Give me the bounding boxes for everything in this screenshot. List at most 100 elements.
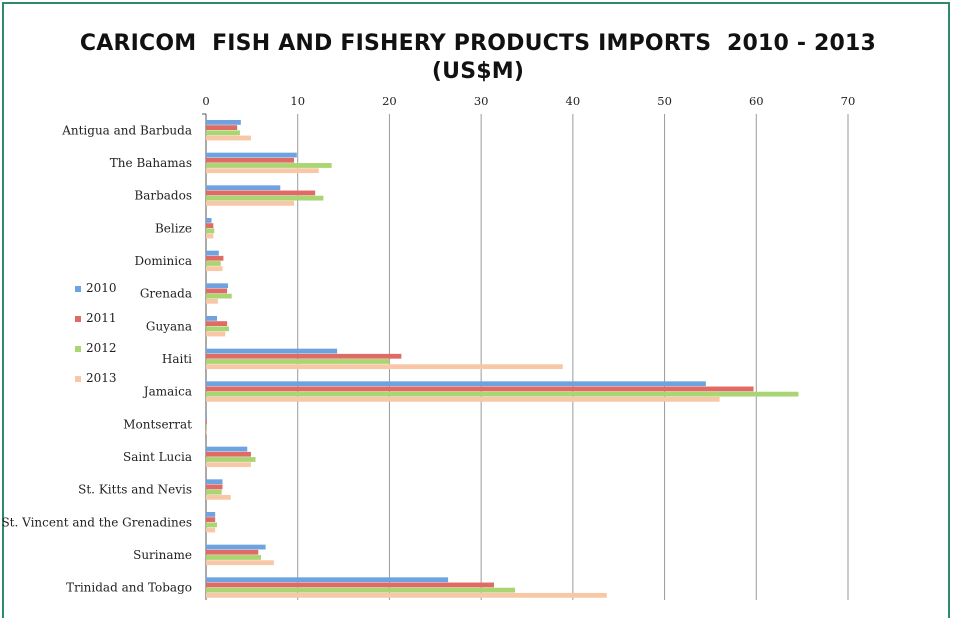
bar-2010 [206, 446, 248, 452]
bar-2010 [206, 185, 281, 191]
bar-2010 [206, 479, 223, 485]
bar-2012 [206, 359, 390, 364]
bar-2013 [206, 135, 251, 141]
category-label: Guyana [146, 319, 192, 333]
legend-label: 2012 [86, 341, 117, 355]
bar-2012 [206, 228, 215, 234]
bar-2013 [206, 527, 216, 533]
x-tick-label: 0 [202, 94, 209, 108]
bar-2011 [206, 419, 207, 424]
bar-2011 [206, 255, 224, 261]
bar-2013 [206, 462, 251, 468]
bar-2010 [206, 544, 266, 550]
legend: 2010 2011 2012 2013 [75, 281, 117, 385]
bar-2012 [206, 522, 218, 528]
category-label: Antigua and Barbuda [61, 123, 192, 137]
bar-2012 [206, 293, 232, 299]
bar-2010 [206, 414, 207, 419]
bar-2010 [206, 152, 297, 158]
bar-2013 [206, 592, 607, 598]
category-label: Haiti [162, 352, 192, 366]
bar-2013 [206, 168, 319, 174]
bar-2011 [206, 223, 214, 228]
bar-2010 [206, 218, 212, 223]
bar-2013 [206, 429, 207, 435]
category-label: The Bahamas [110, 156, 192, 170]
bar-2010 [206, 283, 229, 289]
chart-subtitle: (US$M) [431, 59, 525, 84]
bar-2010 [206, 316, 218, 321]
bar-2012 [206, 130, 240, 136]
x-tick-label: 70 [841, 94, 856, 108]
bar-2013 [206, 560, 274, 566]
bar-2010 [206, 577, 449, 583]
x-tick-label: 10 [290, 94, 305, 108]
category-label: Grenada [140, 287, 192, 301]
bar-2012 [206, 391, 799, 397]
bar-2011 [206, 190, 316, 196]
category-label: St. Kitts and Nevis [78, 483, 192, 497]
category-labels: Antigua and Barbuda The Bahamas Barbados Be… [1, 123, 192, 594]
bar-2013 [206, 396, 720, 402]
category-label: Jamaica [142, 385, 192, 399]
bar-2013 [206, 331, 226, 337]
bar-2011 [206, 484, 223, 490]
legend-swatch-2013 [75, 376, 81, 382]
bar-2012 [206, 195, 324, 201]
bar-2010 [206, 381, 706, 387]
legend-swatch-2012 [75, 346, 81, 352]
category-label: Barbados [134, 189, 192, 203]
bar-2013 [206, 266, 223, 272]
bar-2011 [206, 288, 228, 294]
bar-2011 [206, 321, 228, 326]
x-tick-label: 40 [566, 94, 581, 108]
chart-title-block: CARICOM FISH AND FISHERY PRODUCTS IMPORT… [0, 30, 956, 86]
x-tick-label: 30 [474, 94, 489, 108]
bar-2012 [206, 587, 516, 593]
category-label: Belize [155, 221, 192, 235]
bar-2011 [206, 549, 259, 555]
bar-2012 [206, 326, 229, 332]
bar-2012 [206, 457, 256, 462]
legend-label: 2011 [86, 311, 117, 325]
bar-2013 [206, 233, 214, 239]
bar-2010 [206, 512, 216, 517]
bar-2012 [206, 555, 262, 560]
bar-2011 [206, 451, 251, 457]
bar-2011 [206, 517, 216, 522]
bar-2013 [206, 298, 218, 304]
x-tick-label: 50 [657, 94, 672, 108]
legend-label: 2010 [86, 281, 117, 295]
bar-2012 [206, 489, 222, 495]
bar-2013 [206, 494, 231, 500]
bar-2012 [206, 163, 332, 168]
legend-label: 2013 [86, 371, 117, 385]
bar-2012 [206, 424, 207, 430]
bar-2010 [206, 250, 219, 256]
category-label: St. Vincent and the Grenadines [1, 515, 192, 529]
bar-2011 [206, 386, 754, 392]
x-tick-label: 20 [382, 94, 397, 108]
bar-2010 [206, 348, 338, 354]
legend-swatch-2010 [75, 286, 81, 292]
bar-2011 [206, 353, 402, 359]
category-label: Saint Lucia [123, 450, 192, 464]
bar-2011 [206, 125, 238, 130]
bar-2011 [206, 157, 295, 163]
bar-2011 [206, 582, 494, 588]
x-tick-label: 60 [749, 94, 764, 108]
category-label: Trinidad and Tobago [66, 581, 192, 595]
bar-2013 [206, 200, 295, 206]
bar-2013 [206, 364, 563, 370]
bar-2012 [206, 261, 221, 266]
category-label: Suriname [133, 548, 192, 562]
bars [206, 120, 799, 598]
chart-title: CARICOM FISH AND FISHERY PRODUCTS IMPORT… [79, 31, 877, 56]
category-label: Montserrat [123, 417, 192, 431]
legend-swatch-2011 [75, 316, 81, 322]
category-label: Dominica [134, 254, 192, 268]
bar-2010 [206, 120, 241, 125]
x-tick-labels: 0 10 20 30 40 50 60 70 [202, 94, 855, 108]
